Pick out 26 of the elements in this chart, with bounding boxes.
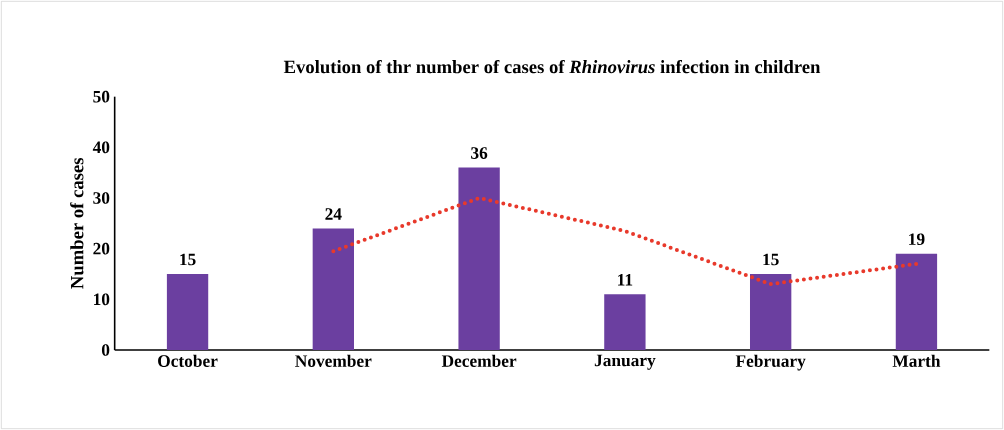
bar bbox=[604, 294, 646, 350]
x-tick-label: November bbox=[295, 354, 372, 367]
data-label: 24 bbox=[325, 208, 342, 220]
data-label: 36 bbox=[471, 147, 488, 159]
bar bbox=[749, 274, 792, 350]
data-label: 19 bbox=[909, 233, 925, 246]
bar bbox=[895, 253, 938, 350]
data-label: 15 bbox=[180, 253, 196, 266]
y-tick-label: 10 bbox=[94, 293, 110, 306]
x-tick-label: Marth bbox=[892, 354, 941, 367]
data-label: 15 bbox=[763, 253, 779, 266]
y-tick-label: 20 bbox=[93, 242, 110, 255]
y-tick-label: 30 bbox=[93, 192, 110, 204]
y-tick-label: 50 bbox=[93, 90, 110, 103]
bar bbox=[458, 167, 500, 350]
bar bbox=[312, 228, 354, 350]
x-tick-label: October bbox=[158, 354, 218, 367]
chart-title: Evolution of thr number of cases of Rhinovirus infection in children bbox=[283, 59, 821, 74]
x-tick-label: February bbox=[735, 354, 806, 371]
y-tick-label: 40 bbox=[92, 141, 110, 154]
y-tick-label: 0 bbox=[101, 344, 110, 356]
x-tick-label: January bbox=[594, 354, 656, 370]
x-tick-label: December bbox=[441, 354, 517, 367]
data-label: 11 bbox=[618, 274, 633, 286]
y-axis-title: Number of cases bbox=[70, 157, 84, 289]
bar bbox=[166, 274, 209, 350]
